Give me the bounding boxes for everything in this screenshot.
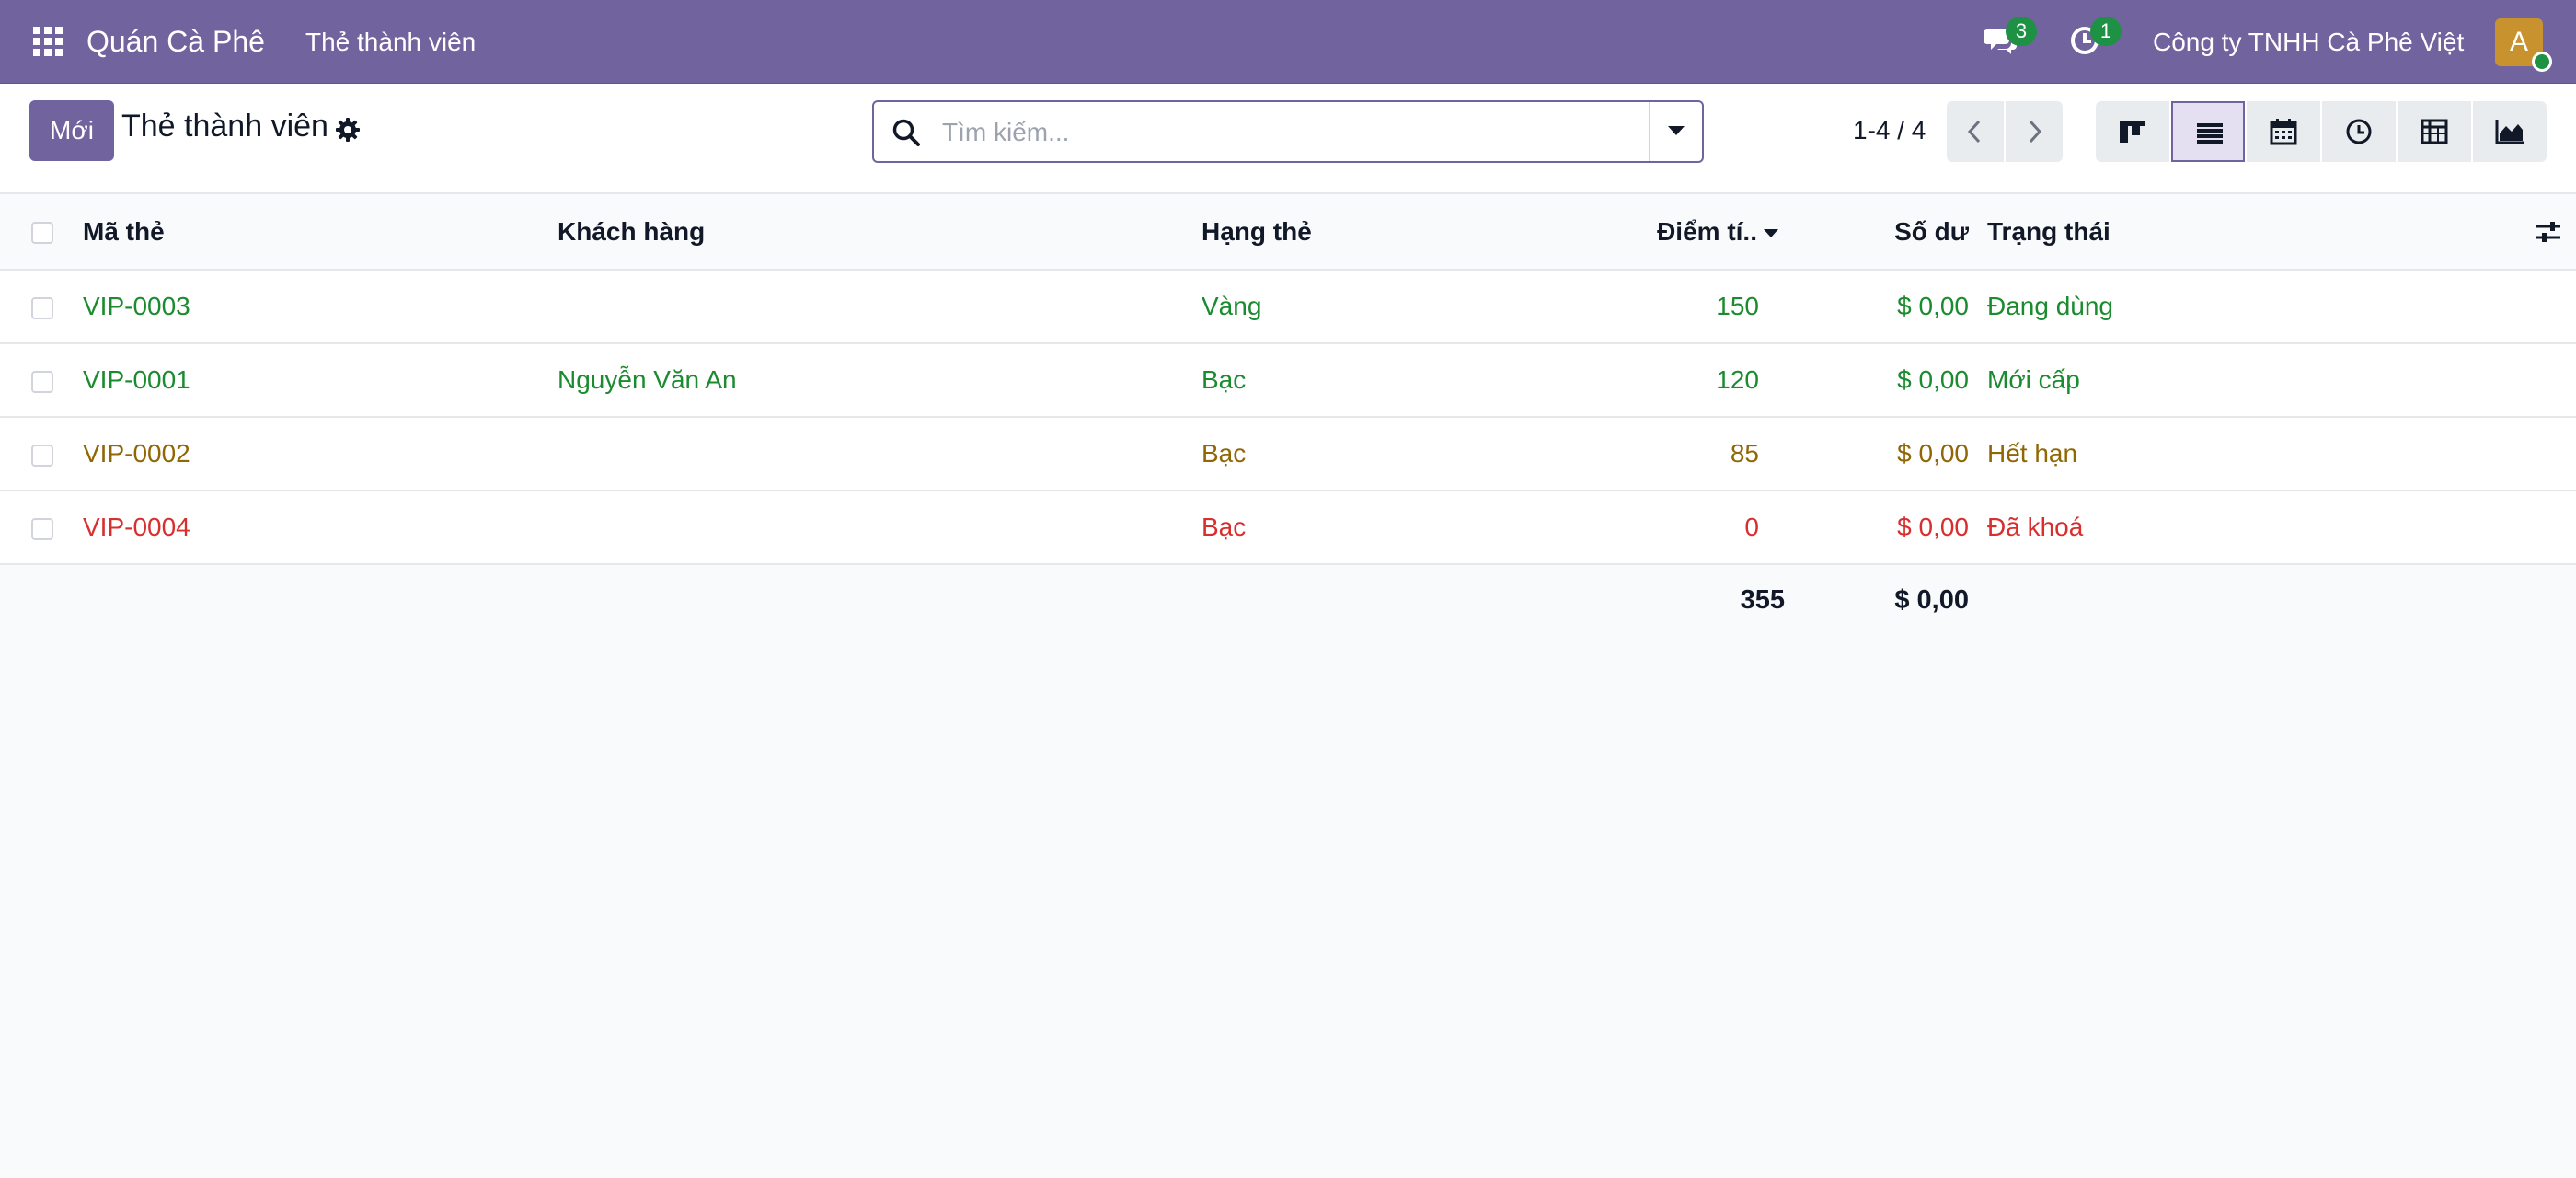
activity-clock-icon[interactable]: 1 xyxy=(2068,17,2122,59)
spacer-cell xyxy=(1969,491,1987,564)
header-card-code[interactable]: Mã thẻ xyxy=(83,194,558,271)
row-checkbox[interactable] xyxy=(31,370,53,393)
header-points: Điểm tí.. xyxy=(1657,216,1757,246)
header-status-cell[interactable]: Trạng thái xyxy=(1987,194,2576,271)
pivot-view-icon xyxy=(2421,119,2448,144)
search-options-toggle[interactable] xyxy=(1649,102,1702,161)
header-balance[interactable]: Số dư xyxy=(1785,194,1969,271)
row-select-cell xyxy=(0,270,83,343)
page-title: Thẻ thành viên xyxy=(121,109,328,144)
row-select-cell xyxy=(0,343,83,417)
cell-status: Mới cấp xyxy=(1987,365,2080,394)
new-button[interactable]: Mới xyxy=(29,100,114,161)
search-bar xyxy=(872,100,1704,163)
user-avatar[interactable]: A xyxy=(2495,18,2552,72)
header-points-cell[interactable]: Điểm tí.. xyxy=(1634,194,1785,271)
spacer-cell xyxy=(1969,270,1987,343)
kanban-view-button[interactable] xyxy=(2096,101,2169,162)
pager-next-button[interactable] xyxy=(2006,101,2063,162)
cell-customer xyxy=(558,417,1202,491)
row-checkbox[interactable] xyxy=(31,296,53,319)
cell-customer xyxy=(558,270,1202,343)
select-all-cell xyxy=(0,194,83,271)
pager-value[interactable]: 1-4 / 4 xyxy=(1853,116,1926,144)
cell-balance: $ 0,00 xyxy=(1897,292,1969,320)
graph-view-button[interactable] xyxy=(2473,101,2547,162)
row-select-cell xyxy=(0,417,83,491)
chevron-left-icon xyxy=(1967,120,1981,144)
total-points: 355 xyxy=(1740,585,1785,615)
search-icon xyxy=(892,119,920,146)
online-status-dot xyxy=(2532,52,2552,72)
messages-icon[interactable]: 3 xyxy=(1984,17,2037,59)
select-all-checkbox[interactable] xyxy=(31,222,53,245)
app-brand[interactable]: Quán Cà Phê xyxy=(86,25,265,58)
caret-down-icon xyxy=(1668,126,1685,135)
cell-points: 150 xyxy=(1716,292,1759,320)
activities-badge: 1 xyxy=(2090,17,2122,46)
header-customer[interactable]: Khách hàng xyxy=(558,194,1202,271)
calendar-view-button[interactable] xyxy=(2247,101,2320,162)
cell-points: 120 xyxy=(1716,365,1759,394)
row-select-cell xyxy=(0,491,83,564)
row-checkbox[interactable] xyxy=(31,444,53,467)
avatar-letter: A xyxy=(2509,27,2528,57)
cell-tier: Vàng xyxy=(1202,292,1262,320)
table-row[interactable]: VIP-0001 Nguyễn Văn An Bạc 120 $ 0,00 Mới cấp xyxy=(0,343,2576,417)
cell-card-code: VIP-0002 xyxy=(83,439,190,468)
member-card-list: Mã thẻ Khách hàng Hạng thẻ Điểm tí.. Số … xyxy=(0,194,2576,636)
header-status: Trạng thái xyxy=(1987,216,2110,246)
table-header-row: Mã thẻ Khách hàng Hạng thẻ Điểm tí.. Số … xyxy=(0,194,2576,271)
table-row[interactable]: VIP-0003 Vàng 150 $ 0,00 Đang dùng xyxy=(0,270,2576,343)
control-panel: Mới Thẻ thành viên 1-4 / 4 xyxy=(0,84,2576,194)
kanban-view-icon xyxy=(2120,121,2145,143)
cell-balance: $ 0,00 xyxy=(1897,439,1969,468)
cell-status: Hết hạn xyxy=(1987,439,2078,468)
cell-tier: Bạc xyxy=(1202,513,1247,541)
activity-view-button[interactable] xyxy=(2322,101,2396,162)
spacer-cell xyxy=(1969,343,1987,417)
search-input[interactable] xyxy=(940,111,1588,154)
pager-previous-button[interactable] xyxy=(1947,101,2004,162)
chevron-right-icon xyxy=(2029,120,2042,144)
graph-view-icon xyxy=(2495,120,2524,144)
total-balance: $ 0,00 xyxy=(1894,585,1969,615)
cell-balance: $ 0,00 xyxy=(1897,513,1969,541)
table-row[interactable]: VIP-0004 Bạc 0 $ 0,00 Đã khoá xyxy=(0,491,2576,564)
calendar-view-icon xyxy=(2270,119,2297,145)
list-view-icon xyxy=(2197,123,2223,144)
cell-points: 0 xyxy=(1744,513,1759,541)
totals-row: 355 $ 0,00 xyxy=(0,564,2576,636)
list-view-button[interactable] xyxy=(2171,101,2245,162)
cell-customer xyxy=(558,491,1202,564)
menu-item-member-cards[interactable]: Thẻ thành viên xyxy=(305,28,477,56)
sort-descending-icon xyxy=(1764,229,1778,238)
gear-icon[interactable] xyxy=(335,117,361,143)
cell-points: 85 xyxy=(1730,439,1759,468)
cell-status: Đã khoá xyxy=(1987,513,2084,541)
header-tier[interactable]: Hạng thẻ xyxy=(1202,194,1634,271)
cell-card-code: VIP-0003 xyxy=(83,292,190,320)
table-row[interactable]: VIP-0002 Bạc 85 $ 0,00 Hết hạn xyxy=(0,417,2576,491)
cell-tier: Bạc xyxy=(1202,439,1247,468)
messages-badge: 3 xyxy=(2006,17,2037,46)
cell-status: Đang dùng xyxy=(1987,292,2114,320)
cell-card-code: VIP-0001 xyxy=(83,365,190,394)
cell-customer: Nguyễn Văn An xyxy=(558,365,737,394)
top-navbar: Quán Cà Phê Thẻ thành viên 3 1 Công ty T… xyxy=(0,0,2576,84)
pivot-view-button[interactable] xyxy=(2398,101,2471,162)
company-switcher[interactable]: Công ty TNHH Cà Phê Việt xyxy=(2153,28,2465,56)
apps-menu-icon[interactable] xyxy=(31,25,64,58)
spacer-cell xyxy=(1969,417,1987,491)
cell-tier: Bạc xyxy=(1202,365,1247,394)
row-checkbox[interactable] xyxy=(31,517,53,540)
cell-balance: $ 0,00 xyxy=(1897,365,1969,394)
cell-card-code: VIP-0004 xyxy=(83,513,190,541)
activity-view-icon xyxy=(2346,119,2372,144)
optional-columns-icon[interactable] xyxy=(2534,217,2563,247)
